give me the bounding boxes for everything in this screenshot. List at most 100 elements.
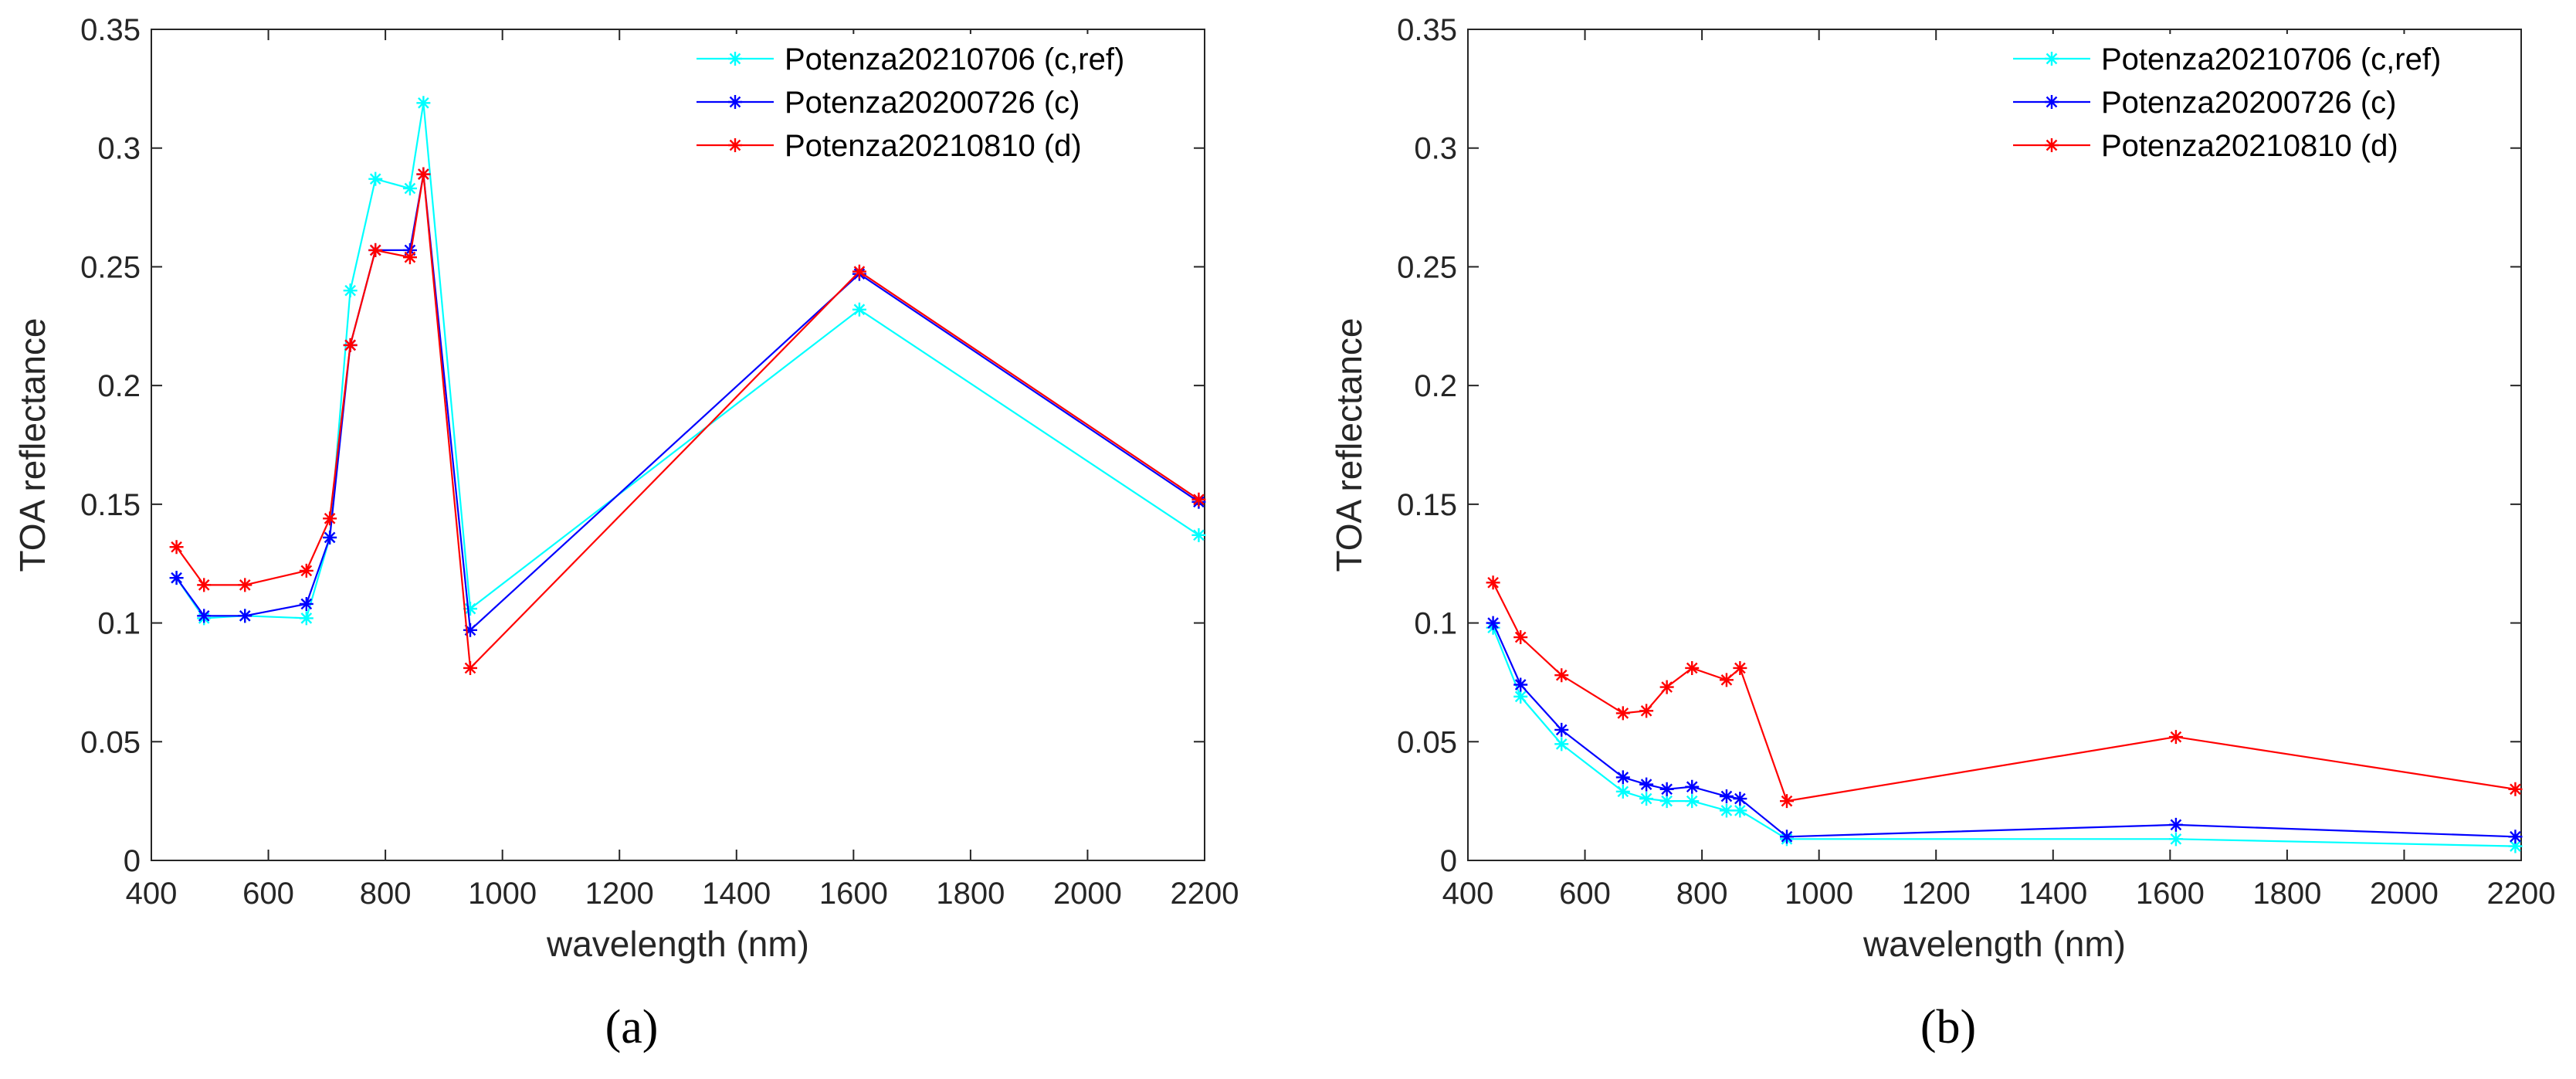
data-point-series-2 [1659,782,1674,796]
data-point-series-2 [238,609,253,623]
legend-label-1: Potenza20210706 (c,ref) [2101,42,2441,76]
legend-marker-3 [728,138,742,152]
data-point-series-1 [1733,803,1747,818]
y-tick-label: 0.35 [1397,13,1457,47]
series-line-1 [1492,627,2516,847]
y-tick-label: 0.15 [1397,488,1457,522]
y-tick-label: 0 [124,844,141,878]
data-point-series-2 [169,571,184,585]
y-tick-label: 0.05 [1397,725,1457,759]
legend-marker-1 [728,52,742,66]
data-point-series-1 [343,283,358,298]
data-point-series-2 [323,530,337,545]
data-point-series-1 [299,611,314,626]
data-point-series-3 [343,338,358,352]
x-tick-label: 600 [1559,877,1611,911]
legend-label-3: Potenza20210810 (d) [785,129,1082,163]
data-point-series-3 [402,250,417,265]
data-point-series-1 [402,181,417,195]
y-tick-label: 0.25 [80,250,141,284]
axes-frame [1467,29,2522,861]
data-point-series-3 [368,243,383,257]
x-tick-label: 2200 [2487,877,2556,911]
data-point-series-3 [323,511,337,526]
panel-caption: (b) [1920,1001,1976,1054]
x-tick-label: 2000 [2370,877,2439,911]
data-point-series-2 [1615,770,1630,785]
y-axis-label: TOA reflectance [12,318,53,572]
series-line-3 [1492,582,2516,802]
x-tick-label: 600 [242,877,294,911]
x-tick-label: 1600 [819,877,888,911]
y-tick-label: 0.05 [80,725,141,759]
panel-a: 400 600 800 1000 1200 1400 1600 1800 2000 2200 0 0.… [12,13,1239,1054]
x-axis-label: wavelength (nm) [1863,924,2126,964]
data-point-series-3 [852,264,866,279]
axes-frame [151,29,1205,861]
data-point-series-3 [2508,782,2523,796]
data-point-series-1 [1639,792,1654,806]
data-point-series-2 [1486,616,1500,630]
panel-caption: (a) [605,1001,659,1054]
data-point-series-3 [416,167,431,182]
x-tick-label: 1800 [936,877,1005,911]
data-point-series-1 [1659,794,1674,809]
y-tick-label: 0.15 [80,488,141,522]
data-point-series-3 [1719,673,1734,687]
data-point-series-3 [2168,730,2183,745]
x-tick-label: 1000 [1785,877,1853,911]
data-point-series-3 [463,660,477,675]
data-point-series-2 [1513,677,1528,692]
data-point-series-1 [1513,689,1528,704]
data-point-series-1 [1685,794,1700,809]
legend-marker-2 [2045,95,2059,109]
y-tick-label: 0.25 [1397,250,1457,284]
y-axis-label: TOA reflectance [1329,318,1369,572]
data-point-series-1 [2168,832,2183,847]
data-point-series-2 [2168,817,2183,832]
data-point-series-3 [1554,668,1569,683]
data-point-series-3 [238,578,253,592]
x-tick-label: 1800 [2252,877,2321,911]
data-point-series-2 [1639,777,1654,792]
legend-marker-1 [2045,52,2059,66]
data-point-series-3 [1779,794,1794,809]
legend-label-3: Potenza20210810 (d) [2101,129,2398,163]
legend-label-2: Potenza20200726 (c) [2101,86,2397,120]
x-tick-label: 2200 [1171,877,1239,911]
x-tick-label: 400 [1442,877,1494,911]
legend-marker-2 [728,95,742,109]
data-point-series-3 [169,540,184,555]
data-point-series-2 [1779,830,1794,844]
data-point-series-2 [2508,830,2523,844]
data-point-series-2 [197,609,212,623]
legend-label-2: Potenza20200726 (c) [785,86,1080,120]
data-point-series-2 [402,243,417,257]
x-tick-label: 1200 [585,877,654,911]
data-point-series-1 [2508,839,2523,853]
data-point-series-3 [1733,660,1747,675]
data-point-series-1 [852,302,866,317]
x-tick-label: 1600 [2136,877,2205,911]
y-tick-label: 0.2 [97,369,141,403]
data-point-series-1 [1719,803,1734,818]
x-tick-label: 1200 [1902,877,1971,911]
y-tick-label: 0.3 [1414,132,1457,166]
y-tick-label: 0.35 [80,13,141,47]
data-point-series-1 [463,602,477,616]
data-point-series-2 [1685,779,1700,794]
data-point-series-3 [1685,660,1700,675]
data-point-series-2 [1733,792,1747,806]
data-point-series-3 [1659,680,1674,694]
data-point-series-2 [1719,789,1734,803]
data-point-series-1 [1191,528,1206,542]
panel-b: 400 600 800 1000 1200 1400 1600 1800 2000 2200 0 0.… [1329,13,2555,1054]
x-tick-label: 1400 [2018,877,2087,911]
legend-label-1: Potenza20210706 (c,ref) [785,42,1124,76]
data-point-series-3 [1191,492,1206,507]
data-point-series-3 [1639,704,1654,718]
y-tick-label: 0.2 [1414,369,1457,403]
data-point-series-3 [299,563,314,578]
data-point-series-1 [416,96,431,110]
data-point-series-1 [368,171,383,186]
